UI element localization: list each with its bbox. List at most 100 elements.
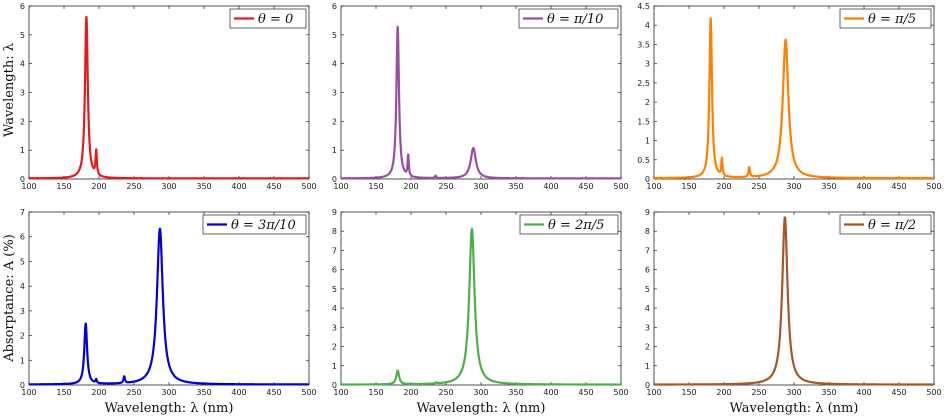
y-tick-label: 2: [645, 98, 650, 107]
legend-label: θ = π/2: [868, 218, 916, 233]
y-axis-label-top: Wavelength: λ: [2, 43, 17, 137]
legend-box: [519, 214, 619, 235]
x-tick-label: 300: [161, 388, 176, 397]
x-tick-label: 450: [266, 388, 281, 397]
x-tick-label: 200: [716, 388, 731, 397]
y-tick-label: 9: [332, 208, 337, 217]
x-axis-label: Wavelength: λ (nm): [730, 401, 859, 416]
x-tick-label: 450: [891, 182, 906, 191]
x-tick-label: 300: [786, 388, 801, 397]
y-tick-label: 6: [645, 266, 650, 275]
y-tick-label: 3: [332, 89, 337, 98]
y-tick-label: 2: [645, 343, 650, 352]
x-tick-label: 350: [821, 182, 836, 191]
x-tick-label: 300: [786, 182, 801, 191]
y-tick-label: 4: [20, 60, 25, 69]
x-tick-label: 300: [161, 182, 176, 191]
x-axis-label: Wavelength: λ (nm): [417, 401, 546, 416]
x-tick-label: 150: [681, 388, 696, 397]
x-tick-label: 150: [368, 388, 383, 397]
x-tick-label: 300: [473, 182, 488, 191]
legend-box: [839, 214, 932, 235]
y-tick-label: 6: [20, 233, 25, 242]
y-tick-label: 7: [645, 246, 650, 255]
x-tick-label: 200: [91, 182, 106, 191]
chart-panel-5: 100 150 200 250 300 350 400 450 500 0 1 2 3 4 5 6 7 8 9 θ =…: [332, 208, 629, 416]
x-tick-label: 500: [926, 388, 941, 397]
chart-panel-3: 100 150 200 250 300 350 400 450 500 0 0.5 1 1.5 2 2.5 3…: [637, 2, 941, 191]
chart-panel-2: 100 150 200 250 300 350 400 450 500 0 1 2 3 4 5 6 θ = π/…: [332, 2, 629, 191]
y-tick-label: 0: [645, 175, 650, 184]
series-line: [340, 25, 622, 180]
legend-label: θ = π/10: [547, 12, 603, 27]
y-tick-label: 3: [645, 323, 650, 332]
legend-box: [839, 8, 932, 29]
y-tick-label: 1: [332, 146, 337, 155]
x-tick-label: 150: [56, 182, 71, 191]
plot-area: [340, 5, 622, 180]
y-tick-label: 0: [332, 175, 337, 184]
y-tick-label: 3: [20, 89, 25, 98]
y-tick-label: 6: [332, 2, 337, 11]
x-tick-label: 200: [403, 182, 418, 191]
y-tick-label: 2: [332, 343, 337, 352]
y-tick-label: 1: [20, 146, 25, 155]
legend-label: θ = 2π/5: [548, 218, 604, 233]
x-tick-label: 500: [613, 182, 628, 191]
x-tick-label: 500: [613, 388, 628, 397]
y-tick-label: 2: [20, 117, 25, 126]
legend-label: θ = π/5: [868, 12, 916, 27]
plot-area: [340, 211, 622, 386]
x-tick-label: 100: [646, 388, 661, 397]
x-tick-label: 200: [716, 182, 731, 191]
y-tick-label: 0: [20, 175, 25, 184]
y-tick-label: 4: [332, 304, 337, 313]
y-tick-label: 3: [20, 307, 25, 316]
y-tick-label: 4: [645, 21, 650, 30]
y-tick-label: 1: [20, 356, 25, 365]
plot-area: [653, 211, 935, 386]
x-axis-label: Wavelength: λ (nm): [105, 401, 234, 416]
y-tick-label: 5: [332, 31, 337, 40]
x-tick-label: 200: [91, 388, 106, 397]
x-tick-label: 250: [438, 388, 453, 397]
chart-panel-4: 100 150 200 250 300 350 400 450 500 0 1 2 3 4 5 6 7 θ = 3…: [20, 208, 317, 416]
y-tick-label: 1.5: [637, 117, 650, 126]
x-tick-label: 100: [21, 388, 36, 397]
y-tick-label: 1: [332, 362, 337, 371]
x-tick-label: 450: [578, 182, 593, 191]
y-tick-label: 5: [20, 257, 25, 266]
y-tick-label: 8: [645, 227, 650, 236]
x-tick-label: 250: [751, 182, 766, 191]
x-tick-label: 150: [681, 182, 696, 191]
y-tick-label: 1: [645, 137, 650, 146]
y-tick-label: 1: [645, 362, 650, 371]
y-tick-label: 3.5: [637, 40, 650, 49]
x-tick-label: 450: [578, 388, 593, 397]
legend-box: [202, 214, 307, 235]
y-tick-label: 5: [332, 285, 337, 294]
x-tick-label: 200: [403, 388, 418, 397]
x-tick-label: 150: [368, 182, 383, 191]
x-tick-label: 400: [231, 182, 246, 191]
y-tick-label: 0: [332, 381, 337, 390]
plot-area: [653, 5, 935, 180]
x-tick-label: 400: [231, 388, 246, 397]
x-tick-label: 450: [266, 182, 281, 191]
y-tick-label: 3: [645, 60, 650, 69]
y-tick-label: 0.5: [637, 156, 650, 165]
series-line: [28, 15, 310, 180]
y-tick-label: 9: [645, 208, 650, 217]
x-tick-label: 500: [301, 182, 316, 191]
y-tick-label: 4: [332, 60, 337, 69]
y-tick-label: 0: [645, 381, 650, 390]
x-tick-label: 500: [301, 388, 316, 397]
x-tick-label: 100: [333, 182, 348, 191]
x-tick-label: 400: [543, 388, 558, 397]
x-tick-label: 400: [856, 182, 871, 191]
legend-label: θ = 0: [258, 12, 293, 27]
plot-area: [28, 5, 310, 180]
y-tick-label: 4: [645, 304, 650, 313]
x-tick-label: 450: [891, 388, 906, 397]
